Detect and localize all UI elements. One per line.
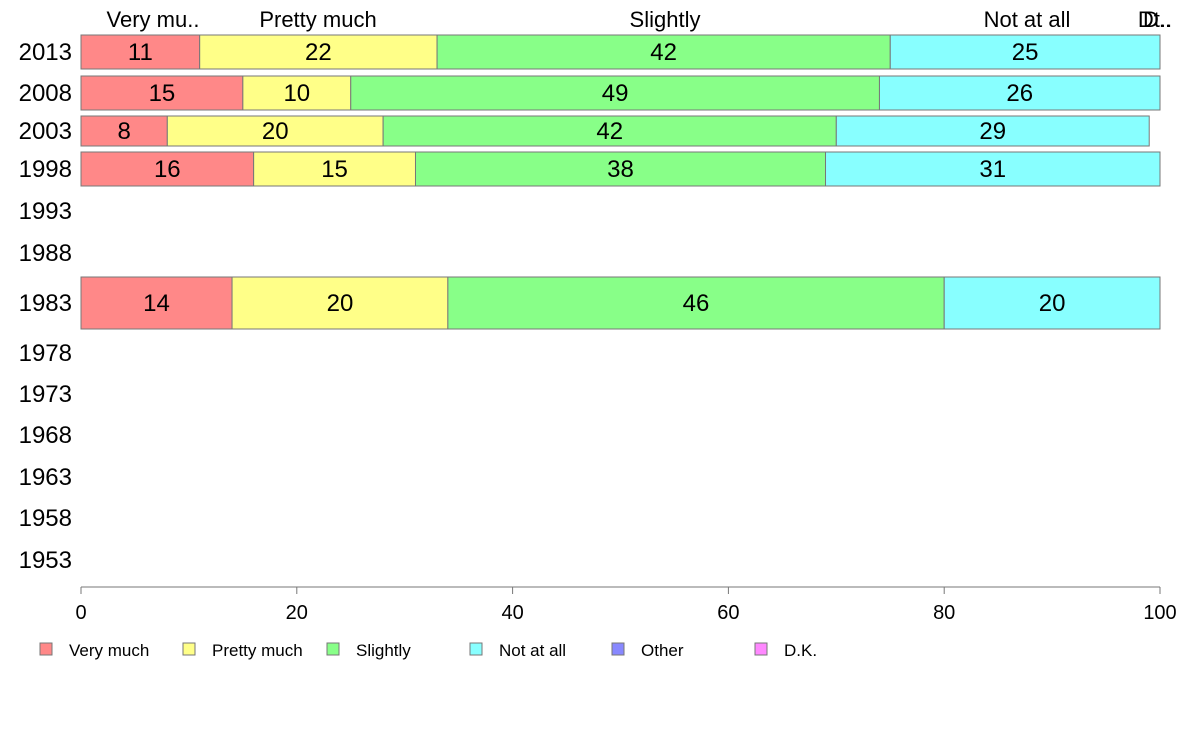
bar-segment bbox=[242, 75, 352, 111]
data-label: 29 bbox=[979, 118, 1006, 145]
data-label: 11 bbox=[128, 39, 153, 66]
data-label: 20 bbox=[262, 118, 289, 145]
legend-swatch bbox=[182, 642, 196, 656]
bar-segment bbox=[943, 276, 1161, 330]
x-tick-label: 0 bbox=[75, 602, 86, 624]
top-label: Slightly bbox=[630, 7, 701, 32]
legend-label: D.K. bbox=[784, 641, 817, 660]
bar-segment bbox=[80, 115, 168, 147]
x-tick-label: 80 bbox=[933, 602, 955, 624]
legend-label: Pretty much bbox=[212, 641, 303, 660]
bar-segment bbox=[231, 276, 449, 330]
data-label: 20 bbox=[1039, 290, 1066, 317]
top-label: D.. bbox=[1143, 7, 1171, 32]
x-tick-label: 60 bbox=[717, 602, 739, 624]
y-tick-label: 2008 bbox=[19, 80, 72, 107]
bar-segment bbox=[382, 115, 837, 147]
y-tick-label: 2013 bbox=[19, 39, 72, 66]
bar-segment bbox=[80, 34, 201, 70]
legend-label: Very much bbox=[69, 641, 149, 660]
data-label: 8 bbox=[117, 118, 130, 145]
top-label: Very mu.. bbox=[107, 7, 200, 32]
legend-label: Not at all bbox=[499, 641, 566, 660]
y-tick-label: 1983 bbox=[19, 290, 72, 317]
y-tick-label: 1978 bbox=[19, 340, 72, 367]
data-label: 49 bbox=[602, 80, 629, 107]
data-label: 42 bbox=[596, 118, 623, 145]
legend-swatch bbox=[469, 642, 483, 656]
bar-segment bbox=[835, 115, 1150, 147]
top-label: Dt.. bbox=[1138, 7, 1172, 32]
y-tick-label: 1988 bbox=[19, 240, 72, 267]
data-label: 31 bbox=[979, 156, 1006, 183]
y-tick-label: 1958 bbox=[19, 505, 72, 532]
y-tick-label: 1963 bbox=[19, 464, 72, 491]
data-label: 25 bbox=[1012, 39, 1039, 66]
data-label: 46 bbox=[683, 290, 710, 317]
data-label: 10 bbox=[283, 80, 310, 107]
top-label: Pretty much bbox=[259, 7, 376, 32]
bar-segment bbox=[199, 34, 438, 70]
legend-swatch bbox=[39, 642, 53, 656]
data-label: 16 bbox=[154, 156, 181, 183]
data-label: 15 bbox=[149, 80, 176, 107]
data-label: 14 bbox=[143, 290, 170, 317]
bar-segment bbox=[889, 34, 1161, 70]
data-label: 42 bbox=[650, 39, 677, 66]
x-tick-label: 100 bbox=[1143, 602, 1176, 624]
bar-segment bbox=[80, 276, 233, 330]
legend-swatch bbox=[326, 642, 340, 656]
y-tick-label: 1953 bbox=[19, 547, 72, 574]
data-label: 38 bbox=[607, 156, 634, 183]
x-tick-label: 40 bbox=[501, 602, 523, 624]
bar-segment bbox=[447, 276, 945, 330]
bar-segment bbox=[350, 75, 880, 111]
bar-segment bbox=[825, 151, 1161, 187]
bar-segment bbox=[80, 151, 255, 187]
legend-swatch bbox=[754, 642, 768, 656]
legend-label: Other bbox=[641, 641, 684, 660]
y-tick-label: 1968 bbox=[19, 422, 72, 449]
bar-segment bbox=[253, 151, 416, 187]
top-label: Not at all bbox=[984, 7, 1071, 32]
y-tick-label: 2003 bbox=[19, 118, 72, 145]
data-label: 20 bbox=[327, 290, 354, 317]
legend-swatch bbox=[611, 642, 625, 656]
y-tick-label: 1998 bbox=[19, 156, 72, 183]
y-tick-label: 1993 bbox=[19, 198, 72, 225]
bar-segment bbox=[878, 75, 1161, 111]
legend-label: Slightly bbox=[356, 641, 411, 660]
bar-segment bbox=[436, 34, 891, 70]
bar-segment bbox=[166, 115, 384, 147]
x-tick-label: 20 bbox=[286, 602, 308, 624]
data-label: 15 bbox=[321, 156, 348, 183]
data-label: 26 bbox=[1006, 80, 1033, 107]
y-tick-label: 1973 bbox=[19, 381, 72, 408]
data-label: 22 bbox=[305, 39, 332, 66]
bar-segment bbox=[414, 151, 827, 187]
bar-segment bbox=[80, 75, 244, 111]
